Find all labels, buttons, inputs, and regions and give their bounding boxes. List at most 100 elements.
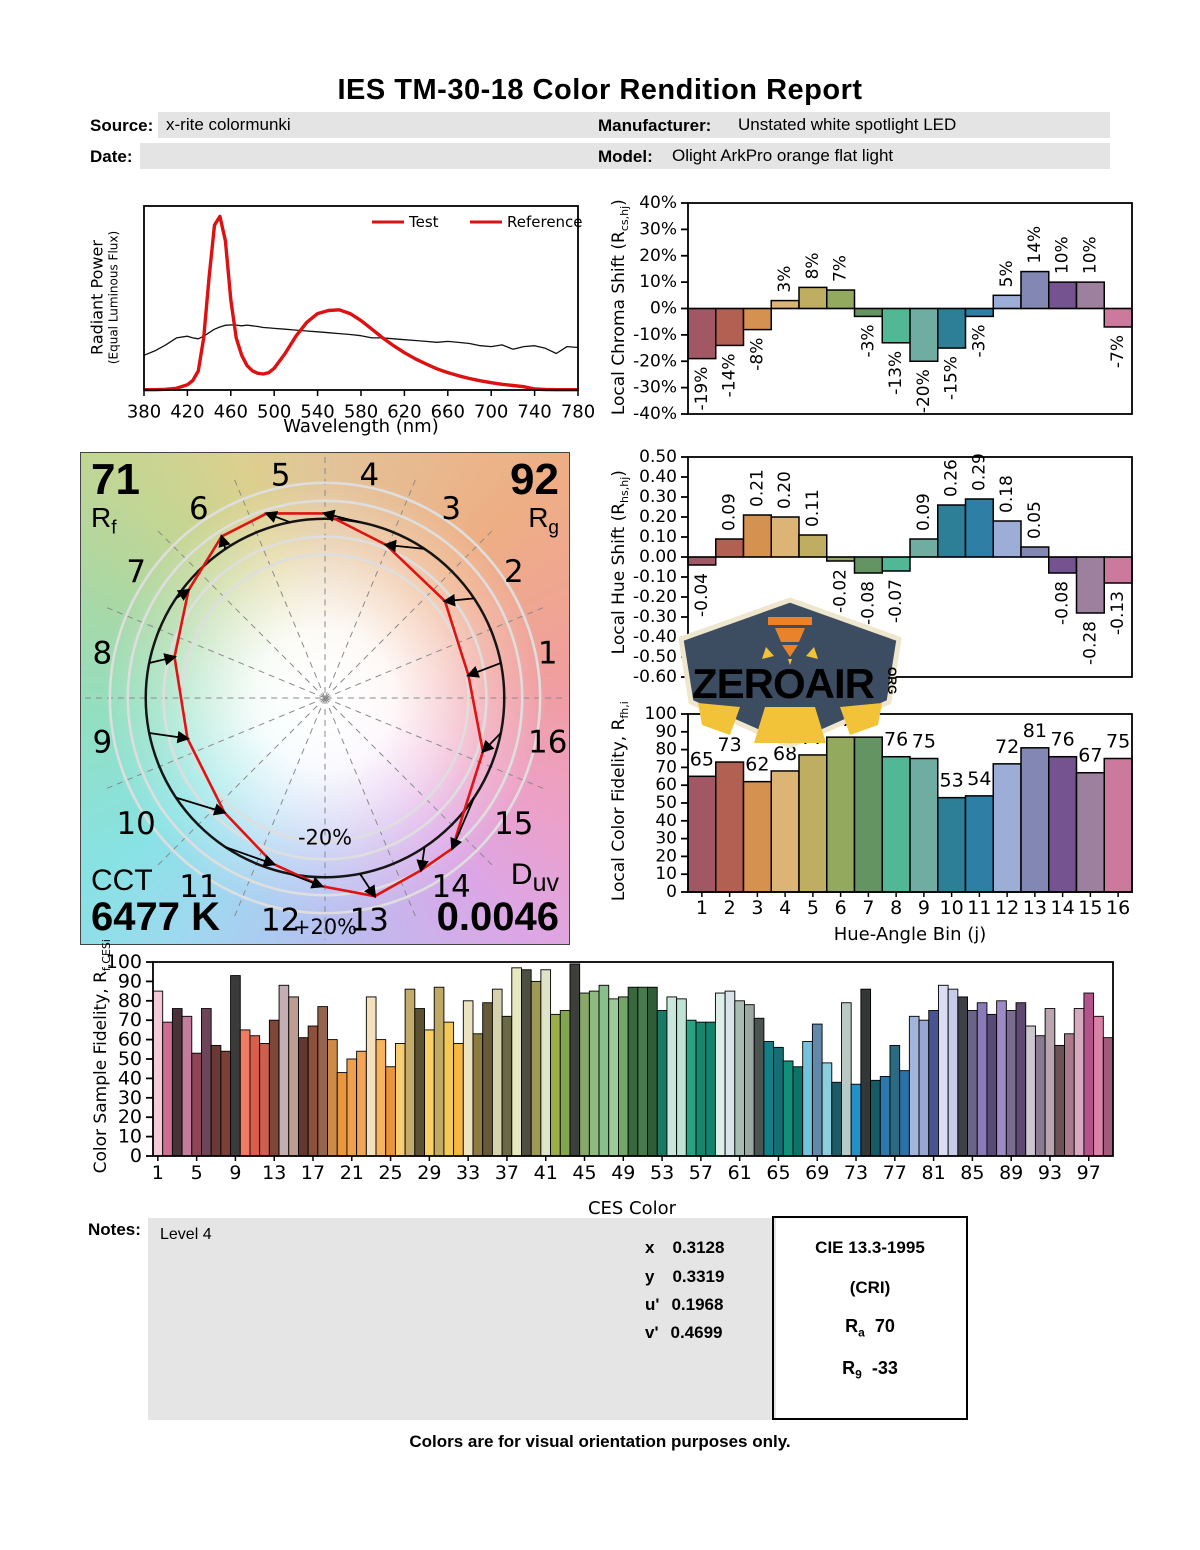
chroma-bar-12 (992, 294, 1022, 310)
svg-text:30: 30 (118, 1087, 142, 1109)
hue-bar-16 (1103, 556, 1133, 584)
ces-bar-23 (365, 996, 377, 1157)
ces-bar-97 (1083, 992, 1095, 1157)
hue-bar-15 (1075, 556, 1105, 614)
svg-text:93: 93 (1038, 1162, 1062, 1184)
svg-text:12: 12 (995, 897, 1019, 919)
ces-bar-52 (647, 986, 658, 1157)
ces-bar-51 (637, 986, 648, 1157)
source-label: Source: (90, 116, 154, 135)
shift-arrow-15 (450, 797, 475, 851)
svg-text:20: 20 (655, 846, 677, 866)
svg-text:-0.08: -0.08 (1053, 581, 1073, 625)
svg-text:-40%: -40% (633, 404, 677, 424)
svg-text:0.09: 0.09 (720, 493, 740, 531)
svg-text:75: 75 (912, 731, 936, 753)
svg-text:8%: 8% (803, 252, 823, 279)
shift-arrow-16 (481, 732, 502, 754)
svg-text:14%: 14% (1025, 226, 1045, 264)
svg-text:0: 0 (666, 882, 677, 902)
svg-text:60: 60 (655, 775, 677, 795)
fidelity-bar-4 (770, 770, 800, 893)
ces-bar-17 (307, 1025, 319, 1157)
shift-arrow-12 (289, 872, 325, 889)
svg-text:100: 100 (106, 951, 142, 973)
bin-label-11: 11 (179, 869, 218, 905)
svg-text:5%: 5% (997, 260, 1017, 287)
ces-bar-9 (230, 975, 241, 1157)
bin-label-7: 7 (126, 554, 146, 590)
svg-text:37: 37 (495, 1162, 519, 1184)
ces-bar-27 (404, 988, 416, 1157)
ces-bar-92 (1034, 1035, 1046, 1157)
svg-text:380: 380 (127, 402, 161, 423)
svg-text:61: 61 (728, 1162, 752, 1184)
ces-bar-74 (860, 988, 872, 1157)
hue-bar-9 (909, 538, 939, 558)
shift-arrow-7 (175, 588, 191, 601)
hue-bar-2 (715, 538, 745, 558)
rg-value: 92 (510, 455, 559, 504)
ces-bar-94 (1054, 1044, 1065, 1157)
fidelity-bar-8 (881, 755, 911, 893)
ces-bar-15 (288, 996, 299, 1157)
ces-bar-71 (831, 1081, 842, 1157)
ces-bar-42 (550, 1013, 561, 1157)
ces-bar-84 (957, 996, 968, 1157)
ces-bar-63 (753, 1017, 765, 1157)
svg-text:77: 77 (883, 1162, 907, 1184)
rg-block: 92 Rg (510, 455, 559, 539)
ces-bar-12 (259, 1043, 270, 1157)
svg-text:1: 1 (152, 1162, 164, 1184)
svg-text:740: 740 (517, 402, 551, 423)
svg-text:10: 10 (655, 864, 677, 884)
svg-text:13: 13 (262, 1162, 286, 1184)
hue-bar-13 (1020, 546, 1050, 558)
svg-text:620: 620 (387, 402, 421, 423)
svg-text:40: 40 (118, 1067, 142, 1089)
cri-title: CIE 13.3-1995 (815, 1238, 925, 1257)
chroma-bar-8 (881, 307, 911, 344)
svg-text:500: 500 (257, 402, 291, 423)
fidelity-bar-2 (715, 761, 745, 893)
bin-label-1: 1 (538, 636, 558, 672)
svg-text:40: 40 (655, 811, 677, 831)
ces-bar-36 (491, 988, 503, 1157)
ces-xlabel: CES Color (587, 1198, 677, 1219)
page-title: IES TM-30-18 Color Rendition Report (337, 74, 863, 106)
shift-arrow-11 (225, 846, 277, 867)
svg-text:73: 73 (718, 734, 742, 756)
hue-bar-5 (798, 534, 828, 558)
hue-bar-8 (881, 556, 911, 572)
svg-text:-3%: -3% (969, 324, 989, 357)
ces-bar-83 (947, 988, 959, 1157)
svg-text:69: 69 (805, 1162, 829, 1184)
ces-bar-32 (453, 1043, 464, 1157)
logo-wordmark: ZEROAIR (692, 660, 875, 707)
ces-bar-20 (336, 1072, 348, 1157)
ces-bar-80 (918, 1019, 930, 1157)
ces-bar-44 (569, 963, 581, 1157)
notes-text: Level 4 (160, 1226, 212, 1243)
svg-text:50: 50 (118, 1048, 142, 1070)
ces-bar-33 (462, 1000, 474, 1157)
svg-text:10%: 10% (1053, 236, 1073, 274)
svg-text:-20%: -20% (914, 369, 934, 413)
svg-text:-19%: -19% (692, 367, 712, 411)
ces-bar-70 (821, 1062, 833, 1157)
svg-text:0.21: 0.21 (747, 469, 767, 507)
chroma-bar-11 (964, 307, 994, 318)
svg-text:100: 100 (645, 704, 677, 724)
spd-xlabel: Wavelength (nm) (283, 416, 439, 437)
model-label: Model: (598, 147, 653, 166)
svg-text:76: 76 (884, 729, 908, 751)
ces-bar-48 (608, 998, 619, 1157)
ces-bar-18 (317, 1006, 328, 1157)
fidelity-bar-6 (826, 736, 856, 893)
chroma-bar-6 (826, 289, 856, 310)
svg-text:57: 57 (689, 1162, 713, 1184)
svg-text:-3%: -3% (858, 324, 878, 357)
svg-text:6: 6 (835, 897, 847, 919)
svg-text:0.29: 0.29 (969, 453, 989, 491)
duv-value: 0.0046 (436, 895, 559, 939)
